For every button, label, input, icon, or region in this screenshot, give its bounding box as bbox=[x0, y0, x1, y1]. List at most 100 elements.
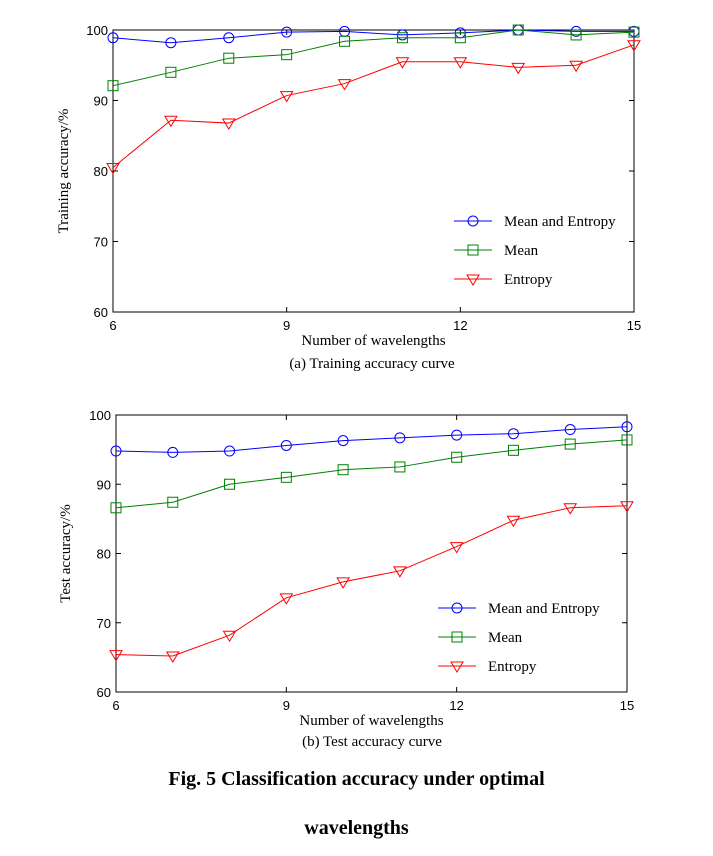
series-line bbox=[115, 505, 628, 657]
data-point bbox=[279, 593, 294, 605]
series-line bbox=[112, 29, 634, 44]
data-point bbox=[453, 57, 468, 69]
y-tick-label: 60 bbox=[97, 685, 111, 700]
data-point bbox=[223, 52, 235, 64]
series-line bbox=[115, 439, 628, 509]
series-line bbox=[112, 44, 635, 168]
series-mean-and-entropy bbox=[110, 421, 633, 458]
x-tick-label: 6 bbox=[109, 318, 116, 333]
data-point bbox=[564, 438, 576, 450]
x-tick-label: 15 bbox=[620, 698, 634, 713]
series-mean-and-entropy bbox=[107, 24, 640, 49]
data-point bbox=[563, 503, 578, 515]
data-point bbox=[109, 650, 123, 662]
data-point bbox=[279, 91, 294, 103]
y-axis-label: Training accuracy/% bbox=[56, 109, 72, 234]
figure: 60 70 80 90 100 6 9 12 15 Number of wavelengths Tr… bbox=[56, 23, 641, 750]
x-axis-label: Number of wavelengths bbox=[301, 333, 445, 349]
legend: Mean and Entropy Mean Entropy bbox=[438, 601, 600, 675]
x-tick-label: 9 bbox=[283, 318, 290, 333]
x-tick-label: 6 bbox=[112, 698, 119, 713]
data-point bbox=[107, 32, 119, 44]
figure-caption-line1: Fig. 5 Classification accuracy under opt… bbox=[168, 768, 545, 790]
y-tick-label: 100 bbox=[89, 408, 111, 423]
data-point bbox=[506, 515, 521, 528]
data-point bbox=[164, 115, 178, 128]
legend-marker bbox=[451, 602, 463, 614]
data-point bbox=[451, 429, 463, 441]
y-tick-label: 90 bbox=[94, 94, 108, 109]
axes-box bbox=[115, 414, 628, 693]
y-tick-label: 90 bbox=[97, 477, 111, 492]
data-point bbox=[394, 432, 406, 444]
data-point bbox=[224, 445, 236, 457]
data-point bbox=[337, 435, 349, 447]
data-point bbox=[281, 26, 293, 38]
legend-marker bbox=[467, 215, 479, 227]
data-point bbox=[628, 26, 640, 38]
data-point bbox=[564, 424, 576, 436]
data-point bbox=[454, 32, 466, 44]
data-point bbox=[511, 62, 526, 75]
legend-label: Mean and Entropy bbox=[488, 601, 600, 617]
data-point bbox=[165, 66, 177, 78]
legend-label: Entropy bbox=[488, 659, 537, 675]
data-point bbox=[281, 49, 293, 61]
chart-subtitle: (b) Test accuracy curve bbox=[302, 734, 442, 750]
data-point bbox=[449, 542, 464, 554]
data-point bbox=[627, 40, 641, 52]
data-point bbox=[280, 471, 292, 483]
chart-panel-test: 60 70 80 90 100 6 9 12 15 Number of wavelengths Te… bbox=[58, 408, 634, 750]
y-tick-label: 70 bbox=[97, 616, 111, 631]
legend-marker bbox=[466, 274, 480, 286]
data-point bbox=[393, 566, 407, 578]
legend-label: Mean bbox=[504, 243, 539, 259]
data-point bbox=[107, 80, 119, 92]
data-point bbox=[395, 57, 410, 69]
data-point bbox=[337, 464, 349, 476]
data-point bbox=[165, 37, 177, 49]
data-point bbox=[394, 461, 406, 473]
series-entropy bbox=[109, 501, 634, 663]
data-point bbox=[621, 421, 633, 433]
legend-label: Mean and Entropy bbox=[504, 214, 616, 230]
data-point bbox=[339, 35, 351, 47]
data-point bbox=[337, 79, 352, 91]
data-point bbox=[224, 478, 236, 490]
legend: Mean and Entropy Mean Entropy bbox=[454, 214, 616, 288]
data-point bbox=[280, 439, 292, 451]
chart-panel-training: 60 70 80 90 100 6 9 12 15 Number of wavelengths Tr… bbox=[56, 23, 641, 372]
y-axis-label: Test accuracy/% bbox=[58, 504, 74, 602]
data-point bbox=[569, 60, 583, 73]
data-point bbox=[396, 32, 408, 44]
legend-marker bbox=[467, 244, 479, 256]
data-point bbox=[106, 162, 120, 175]
x-tick-label: 12 bbox=[449, 698, 463, 713]
x-axis-label: Number of wavelengths bbox=[299, 713, 443, 729]
chart-subtitle: (a) Training accuracy curve bbox=[289, 356, 455, 372]
y-tick-label: 80 bbox=[94, 164, 108, 179]
data-point bbox=[167, 446, 179, 458]
data-point bbox=[222, 630, 237, 643]
y-tick-label: 60 bbox=[94, 305, 108, 320]
series-entropy bbox=[106, 40, 641, 175]
y-tick-label: 100 bbox=[86, 23, 108, 38]
data-point bbox=[512, 24, 524, 36]
x-tick-label: 12 bbox=[453, 318, 467, 333]
data-point bbox=[165, 651, 180, 663]
x-tick-label: 9 bbox=[283, 698, 290, 713]
data-point bbox=[620, 501, 634, 513]
x-tick-label: 15 bbox=[627, 318, 641, 333]
data-point bbox=[336, 577, 350, 589]
figure-caption-line2: wavelengths bbox=[304, 817, 409, 839]
data-point bbox=[167, 496, 179, 508]
data-point bbox=[221, 118, 236, 131]
series-line bbox=[112, 29, 635, 87]
legend-marker bbox=[451, 631, 463, 643]
data-point bbox=[507, 444, 519, 456]
data-point bbox=[451, 451, 463, 463]
legend-label: Entropy bbox=[504, 272, 553, 288]
data-point bbox=[570, 29, 582, 41]
data-point bbox=[507, 428, 519, 440]
series-mean bbox=[110, 434, 633, 514]
